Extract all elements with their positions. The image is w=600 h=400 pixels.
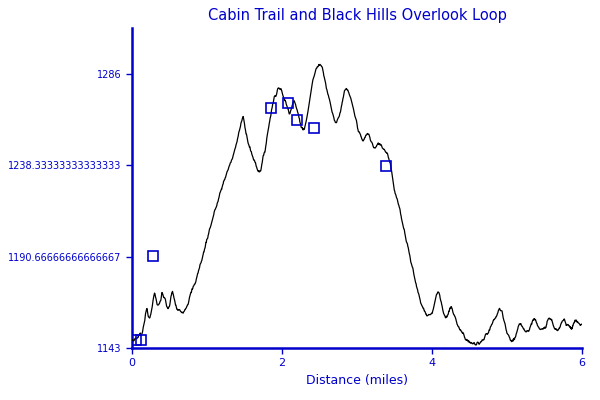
Y-axis label: Altitude (feet): Altitude (feet) bbox=[0, 144, 2, 232]
Title: Cabin Trail and Black Hills Overlook Loop: Cabin Trail and Black Hills Overlook Loo… bbox=[208, 8, 506, 23]
X-axis label: Distance (miles): Distance (miles) bbox=[306, 374, 408, 387]
